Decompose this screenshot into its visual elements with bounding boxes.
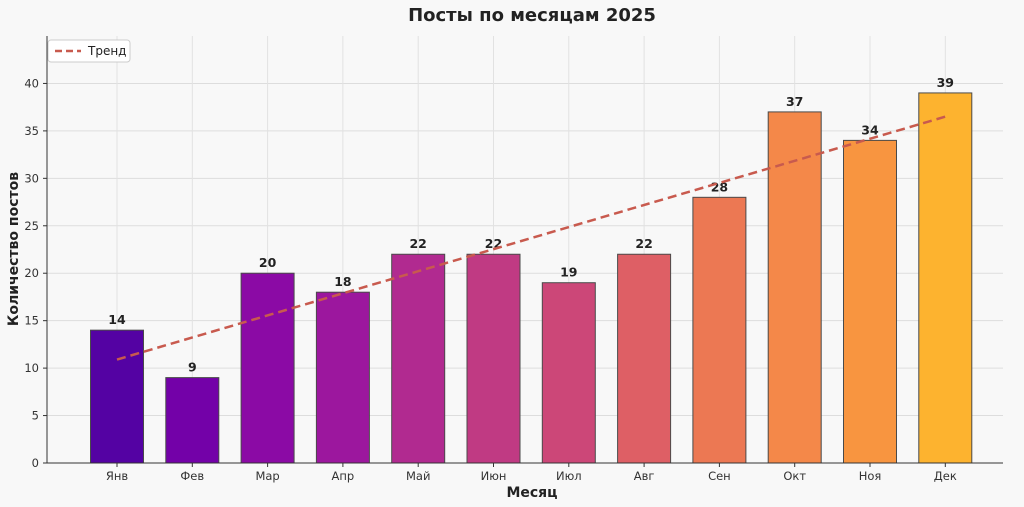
chart-title: Посты по месяцам 2025 — [408, 5, 656, 26]
bar-7 — [617, 253, 672, 464]
bar-10 — [843, 139, 897, 464]
value-label-6: 19 — [560, 265, 577, 280]
bar-4 — [391, 253, 446, 464]
legend-box — [47, 39, 131, 63]
x-tick-label-5: Июн — [481, 469, 507, 483]
y-tick-label-7: 35 — [24, 124, 39, 138]
y-tick-label-8: 40 — [24, 76, 39, 90]
legend-trend-label: Тренд — [87, 44, 126, 58]
x-tick-label-10: Ноя — [859, 469, 882, 483]
value-label-3: 18 — [334, 274, 351, 289]
bar-3 — [315, 291, 370, 464]
bar-5 — [466, 253, 521, 464]
y-axis-label: Количество постов — [6, 172, 22, 326]
y-tick-label-0: 0 — [32, 456, 39, 470]
x-ticks-group: Янв Фев Мар Апр Май Июн Июл Авг Сен Окт Ноя Дек — [106, 463, 957, 483]
value-label-2: 20 — [259, 255, 277, 270]
y-tick-label-3: 15 — [24, 314, 39, 328]
axes-group — [46, 36, 1003, 464]
bar-2 — [240, 272, 295, 464]
bars-group — [90, 92, 973, 464]
x-axis-label: Месяц — [506, 485, 557, 501]
trend-line — [116, 115, 946, 361]
bar-1 — [165, 377, 220, 464]
bar-8 — [692, 196, 747, 464]
value-label-7: 22 — [635, 236, 652, 251]
trend-group — [116, 115, 946, 361]
bar-9 — [767, 111, 822, 464]
x-tick-label-2: Мар — [255, 469, 279, 483]
x-tick-label-9: Окт — [783, 469, 806, 483]
y-tick-label-1: 5 — [32, 409, 39, 423]
x-tick-label-4: Май — [406, 469, 430, 483]
y-tick-label-4: 20 — [24, 266, 39, 280]
y-ticks-group: 0 5 10 15 20 25 30 35 40 — [24, 76, 47, 470]
x-tick-label-3: Апр — [332, 469, 355, 483]
value-label-1: 9 — [188, 360, 197, 375]
x-tick-label-8: Сен — [708, 469, 731, 483]
value-label-11: 39 — [937, 75, 954, 90]
value-label-9: 37 — [786, 94, 803, 109]
legend: Тренд — [47, 39, 131, 63]
y-tick-label-6: 30 — [24, 171, 39, 185]
x-tick-label-7: Авг — [634, 469, 655, 483]
x-tick-label-0: Янв — [106, 469, 129, 483]
value-label-10: 34 — [861, 122, 879, 137]
value-label-0: 14 — [108, 312, 126, 327]
x-tick-label-11: Дек — [934, 469, 957, 483]
bar-0 — [90, 329, 144, 464]
x-tick-label-1: Фев — [180, 469, 204, 483]
value-label-4: 22 — [409, 236, 426, 251]
bar-11 — [918, 92, 973, 464]
y-tick-label-5: 25 — [24, 219, 39, 233]
bar-6 — [541, 282, 596, 464]
x-tick-label-6: Июл — [556, 469, 582, 483]
y-tick-label-2: 10 — [24, 361, 39, 375]
